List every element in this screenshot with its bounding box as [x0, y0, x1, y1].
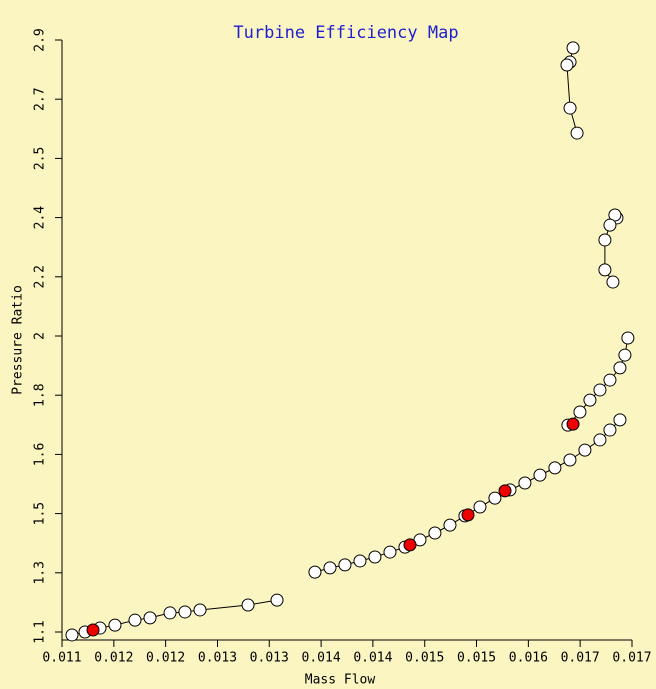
y-tick-label: 2.5	[33, 147, 48, 170]
data-point	[443, 518, 457, 532]
data-point	[566, 417, 580, 431]
y-tick-label: 2.4	[33, 206, 48, 230]
data-point	[488, 491, 502, 505]
data-point	[338, 558, 352, 572]
data-point	[498, 484, 512, 498]
y-tick-label: 1.6	[33, 443, 48, 466]
data-point	[241, 598, 255, 612]
x-tick-label: 0.013	[250, 651, 289, 666]
data-point	[603, 423, 617, 437]
x-axis-label: Mass Flow	[305, 673, 376, 688]
data-point	[461, 508, 475, 522]
data-point	[163, 606, 177, 620]
data-point	[65, 628, 79, 642]
y-axis-label: Pressure Ratio	[11, 285, 26, 395]
data-point	[613, 413, 627, 427]
data-point	[618, 348, 632, 362]
x-tick-label: 0.012	[146, 651, 185, 666]
data-point	[593, 383, 607, 397]
y-tick-label: 2	[33, 332, 48, 340]
y-tick-label: 1.5	[33, 502, 48, 525]
data-point	[613, 361, 627, 375]
data-point	[603, 218, 617, 232]
data-point	[128, 613, 142, 627]
data-point	[621, 331, 635, 345]
data-point	[598, 263, 612, 277]
data-point	[308, 565, 322, 579]
y-tick-label: 1.1	[33, 620, 48, 643]
data-point	[598, 233, 612, 247]
data-point	[270, 593, 284, 607]
data-point	[518, 476, 532, 490]
data-point	[403, 538, 417, 552]
x-tick-label: 0.017	[561, 651, 600, 666]
data-point	[86, 623, 100, 637]
y-tick-label: 2.9	[33, 28, 48, 51]
data-point	[573, 405, 587, 419]
x-tick-label: 0.014	[302, 651, 341, 666]
data-point	[193, 603, 207, 617]
y-tick-label: 1.3	[33, 561, 48, 584]
x-tick-label: 0.011	[42, 651, 81, 666]
x-tick-label: 0.016	[509, 651, 548, 666]
data-point	[548, 461, 562, 475]
data-point	[566, 41, 580, 55]
y-tick-label: 2.7	[33, 87, 48, 110]
data-point	[533, 468, 547, 482]
data-point	[563, 101, 577, 115]
x-tick-label: 0.015	[405, 651, 444, 666]
data-point	[368, 550, 382, 564]
data-point	[593, 433, 607, 447]
x-tick-label: 0.014	[353, 651, 392, 666]
data-point	[108, 618, 122, 632]
data-point	[570, 126, 584, 140]
data-point	[383, 545, 397, 559]
x-tick-label: 0.017	[612, 651, 651, 666]
data-point	[323, 561, 337, 575]
data-point	[473, 500, 487, 514]
data-point	[560, 58, 574, 72]
x-tick-label: 0.015	[457, 651, 496, 666]
data-point	[428, 526, 442, 540]
data-point	[603, 373, 617, 387]
y-tick-label: 2.2	[33, 265, 48, 288]
x-tick-label: 0.012	[94, 651, 133, 666]
data-point	[178, 605, 192, 619]
x-tick-label: 0.013	[198, 651, 237, 666]
data-point	[606, 275, 620, 289]
data-point	[578, 443, 592, 457]
y-tick-label: 1.8	[33, 383, 48, 406]
chart-title: Turbine Efficiency Map	[233, 23, 458, 43]
data-point	[563, 453, 577, 467]
data-point	[143, 611, 157, 625]
data-point	[583, 393, 597, 407]
data-point	[353, 554, 367, 568]
